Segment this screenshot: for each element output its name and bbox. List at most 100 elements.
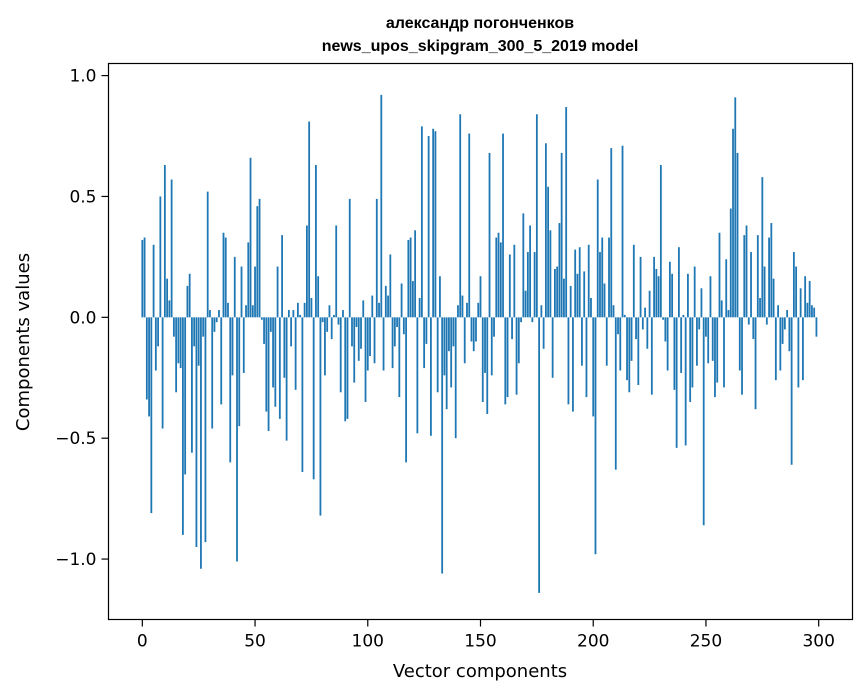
bar bbox=[590, 297, 592, 318]
bar bbox=[150, 317, 153, 514]
bar bbox=[650, 317, 653, 395]
bar bbox=[364, 317, 367, 402]
bar bbox=[448, 317, 450, 352]
bar bbox=[520, 317, 522, 323]
bar bbox=[752, 317, 755, 340]
bar bbox=[675, 317, 678, 448]
bar bbox=[693, 266, 696, 318]
bar bbox=[806, 302, 809, 318]
bar bbox=[245, 305, 247, 318]
bar bbox=[698, 317, 701, 330]
bar bbox=[659, 165, 662, 318]
bar bbox=[218, 310, 220, 318]
bar bbox=[326, 317, 329, 332]
bar bbox=[716, 317, 719, 383]
bar bbox=[371, 295, 374, 318]
bar bbox=[711, 317, 714, 361]
bar bbox=[335, 225, 338, 318]
y-tick-label: −1.0 bbox=[55, 550, 96, 570]
bar bbox=[666, 317, 669, 371]
bar bbox=[477, 302, 480, 318]
bar bbox=[425, 317, 428, 344]
bar bbox=[292, 310, 295, 318]
bar bbox=[224, 237, 227, 318]
bar bbox=[179, 317, 182, 369]
bar bbox=[416, 317, 419, 434]
bar bbox=[621, 145, 624, 318]
bar bbox=[369, 317, 371, 357]
bar bbox=[366, 317, 369, 371]
bar bbox=[522, 213, 525, 318]
bar bbox=[333, 314, 335, 318]
bar bbox=[601, 237, 604, 318]
chart-subtitle: news_upos_skipgram_300_5_2019 model bbox=[322, 38, 639, 55]
bar bbox=[610, 148, 613, 318]
bar bbox=[258, 198, 261, 318]
bar bbox=[466, 302, 468, 318]
bar bbox=[623, 314, 626, 318]
bar bbox=[459, 114, 462, 318]
bar bbox=[231, 317, 234, 376]
bar bbox=[287, 310, 290, 318]
bar bbox=[143, 237, 146, 318]
bar bbox=[628, 317, 631, 393]
bar bbox=[756, 235, 759, 318]
bar bbox=[197, 317, 200, 366]
x-axis-label: Vector components bbox=[393, 661, 567, 682]
bar bbox=[741, 317, 743, 395]
bar bbox=[614, 317, 617, 470]
bar bbox=[720, 300, 723, 318]
bar bbox=[594, 317, 597, 555]
bar bbox=[204, 317, 207, 543]
bar bbox=[725, 259, 728, 318]
bar bbox=[759, 297, 761, 318]
bar bbox=[265, 317, 268, 412]
bar bbox=[524, 290, 527, 318]
bar bbox=[569, 285, 572, 318]
bar bbox=[450, 317, 453, 388]
y-tick-label: 0.0 bbox=[69, 308, 96, 328]
bar bbox=[535, 114, 538, 318]
bar bbox=[166, 278, 169, 318]
bar bbox=[632, 244, 635, 318]
bar bbox=[802, 317, 804, 381]
bar bbox=[515, 317, 518, 395]
bar bbox=[574, 249, 577, 318]
bar bbox=[317, 276, 320, 318]
bar bbox=[585, 317, 588, 398]
bar bbox=[506, 317, 509, 398]
bar bbox=[493, 317, 495, 337]
x-tick-label: 50 bbox=[244, 632, 266, 652]
bar bbox=[774, 317, 777, 381]
bar bbox=[200, 317, 202, 569]
plot-frame bbox=[107, 62, 854, 621]
bar bbox=[348, 198, 351, 318]
bar bbox=[673, 317, 676, 390]
bar bbox=[353, 317, 356, 383]
x-tick-label: 250 bbox=[690, 632, 722, 652]
bar bbox=[687, 273, 689, 318]
bar bbox=[799, 288, 802, 318]
bar bbox=[765, 317, 768, 325]
bar bbox=[172, 317, 175, 337]
x-tick-label: 300 bbox=[802, 632, 834, 652]
bar bbox=[184, 317, 187, 475]
bar bbox=[188, 273, 191, 318]
bar bbox=[461, 295, 464, 318]
bar bbox=[299, 314, 302, 318]
bar bbox=[274, 317, 277, 407]
bar bbox=[398, 317, 401, 398]
bar bbox=[202, 317, 205, 337]
bar bbox=[215, 317, 218, 323]
bar bbox=[362, 300, 365, 318]
bar bbox=[157, 317, 159, 347]
bar bbox=[499, 242, 502, 318]
bar bbox=[671, 273, 674, 318]
bar bbox=[517, 317, 520, 364]
bar bbox=[761, 177, 764, 318]
bar bbox=[407, 239, 410, 318]
bar bbox=[599, 252, 601, 318]
bar bbox=[504, 317, 507, 405]
bar bbox=[251, 305, 254, 318]
bar bbox=[470, 317, 473, 342]
